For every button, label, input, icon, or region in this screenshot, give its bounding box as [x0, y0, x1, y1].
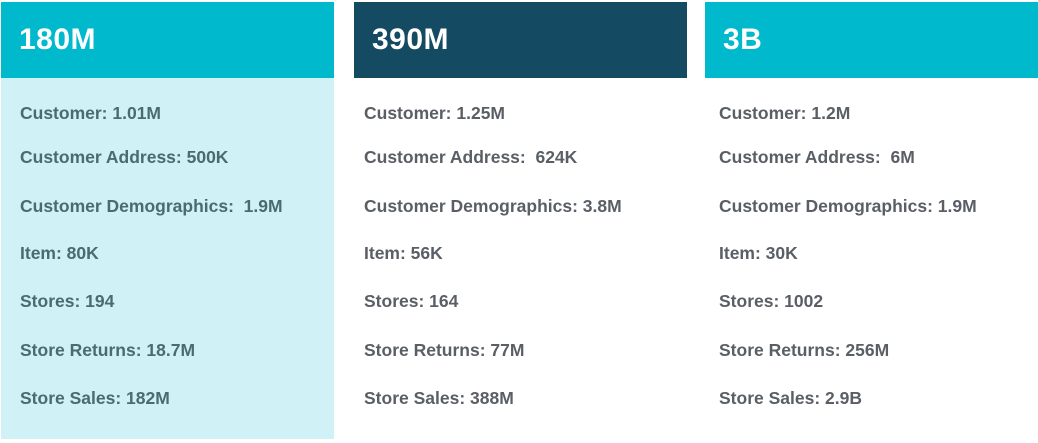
stat-stores: Stores: 164 [364, 291, 459, 311]
stat-item: Item: 80K [20, 243, 99, 263]
stat-customer-demographics: Customer Demographics: 3.8M [364, 196, 622, 216]
panel-header: 390M [354, 2, 687, 78]
panel-body [1, 78, 334, 439]
stat-customer-demographics: Customer Demographics: 1.9M [20, 196, 283, 216]
stat-customer-address: Customer Address: 500K [20, 147, 229, 167]
stat-customer-address: Customer Address: 624K [364, 147, 578, 167]
panel-header: 3B [705, 2, 1038, 78]
dataset-panel-3b: 3B [705, 2, 1038, 439]
stat-stores: Stores: 194 [20, 291, 115, 311]
panel-body [705, 78, 1038, 439]
stat-customer: Customer: 1.01M [20, 103, 162, 123]
stat-store-sales: Store Sales: 2.9B [719, 388, 862, 408]
stat-customer: Customer: 1.2M [719, 103, 851, 123]
stat-store-returns: Store Returns: 256M [719, 340, 890, 360]
stat-stores: Stores: 1002 [719, 291, 824, 311]
stat-item: Item: 56K [364, 243, 443, 263]
panel-header: 180M [1, 2, 334, 78]
panel-title: 180M [19, 23, 97, 56]
stat-customer-address: Customer Address: 6M [719, 147, 915, 167]
stat-customer: Customer: 1.25M [364, 103, 506, 123]
panel-title: 3B [723, 23, 763, 56]
stat-store-sales: Store Sales: 388M [364, 388, 514, 408]
stat-item: Item: 30K [719, 243, 798, 263]
stat-store-returns: Store Returns: 77M [364, 340, 525, 360]
stat-store-returns: Store Returns: 18.7M [20, 340, 196, 360]
dataset-panel-180m: 180M [1, 2, 334, 439]
stat-customer-demographics: Customer Demographics: 1.9M [719, 196, 977, 216]
panel-body [354, 78, 687, 439]
dataset-panel-390m: 390M [354, 2, 687, 439]
panel-title: 390M [372, 23, 450, 56]
stat-store-sales: Store Sales: 182M [20, 388, 170, 408]
